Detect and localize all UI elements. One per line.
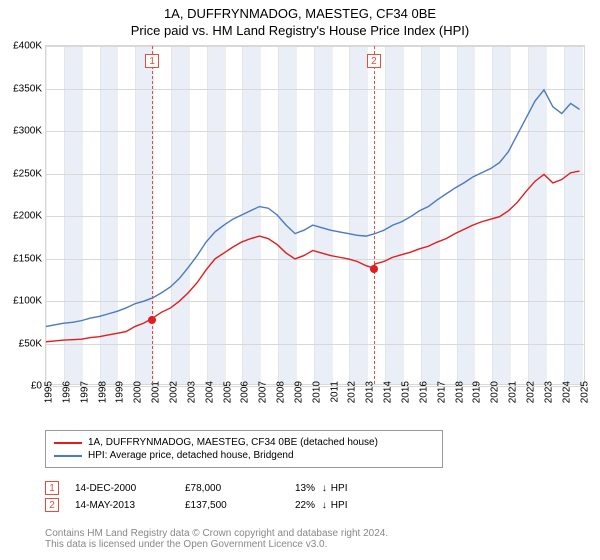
legend-row: HPI: Average price, detached house, Brid… <box>54 450 434 461</box>
y-tick-label: £250K <box>6 168 42 179</box>
x-tick-label: 2025 <box>579 381 590 403</box>
x-tick-label: 2000 <box>133 381 144 403</box>
chart-plot-area: 1995199619971998199920002001200220032004… <box>45 45 585 385</box>
x-tick-label: 2002 <box>168 381 179 403</box>
series-property <box>46 171 580 342</box>
x-tick-label: 2015 <box>401 381 412 403</box>
y-tick-label: £350K <box>6 83 42 94</box>
sale-row-date: 14-MAY-2013 <box>75 500 185 511</box>
x-tick-label: 2008 <box>276 381 287 403</box>
legend-row: 1A, DUFFRYNMADOG, MAESTEG, CF34 0BE (det… <box>54 437 434 448</box>
x-tick-label: 2023 <box>543 381 554 403</box>
sale-point <box>370 265 378 273</box>
legend-box: 1A, DUFFRYNMADOG, MAESTEG, CF34 0BE (det… <box>45 430 443 468</box>
title-address: 1A, DUFFRYNMADOG, MAESTEG, CF34 0BE <box>0 6 600 21</box>
sale-row: 114-DEC-2000£78,00013% ↓HPI <box>45 481 405 495</box>
sale-row-badge: 2 <box>45 498 59 512</box>
title-block: 1A, DUFFRYNMADOG, MAESTEG, CF34 0BE Pric… <box>0 0 600 38</box>
y-tick-label: £400K <box>6 41 42 52</box>
sale-marker-badge: 2 <box>367 54 381 68</box>
y-tick-label: £150K <box>6 253 42 264</box>
down-arrow-icon: ↓ <box>322 500 327 511</box>
x-tick-label: 1998 <box>97 381 108 403</box>
sale-point <box>148 316 156 324</box>
x-tick-label: 2013 <box>365 381 376 403</box>
x-tick-label: 1997 <box>79 381 90 403</box>
sale-row-hpi-label: HPI <box>331 500 348 511</box>
x-tick-label: 2021 <box>508 381 519 403</box>
x-tick-label: 2017 <box>436 381 447 403</box>
x-tick-label: 2011 <box>329 381 340 403</box>
x-tick-label: 2019 <box>472 381 483 403</box>
x-tick-label: 2020 <box>490 381 501 403</box>
x-tick-label: 2010 <box>311 381 322 403</box>
down-arrow-icon: ↓ <box>322 483 327 494</box>
x-tick-label: 2003 <box>186 381 197 403</box>
footer-line1: Contains HM Land Registry data © Crown c… <box>45 528 388 539</box>
y-tick-label: £0 <box>6 381 42 392</box>
x-tick-label: 2001 <box>151 381 162 403</box>
sale-row-date: 14-DEC-2000 <box>75 483 185 494</box>
x-tick-label: 2007 <box>258 381 269 403</box>
legend-label: HPI: Average price, detached house, Brid… <box>88 450 294 461</box>
x-tick-label: 2009 <box>293 381 304 403</box>
x-tick-label: 2012 <box>347 381 358 403</box>
x-tick-label: 1996 <box>61 381 72 403</box>
x-tick-label: 2022 <box>525 381 536 403</box>
y-tick-label: £200K <box>6 211 42 222</box>
sale-row-price: £78,000 <box>185 483 295 494</box>
line-series-svg <box>46 46 584 384</box>
x-tick-label: 2016 <box>418 381 429 403</box>
y-tick-label: £300K <box>6 126 42 137</box>
y-tick-label: £100K <box>6 296 42 307</box>
x-tick-label: 1995 <box>44 381 55 403</box>
legend-swatch <box>54 442 82 444</box>
legend-swatch <box>54 455 82 457</box>
footer-line2: This data is licensed under the Open Gov… <box>45 539 388 550</box>
sale-row-hpi-label: HPI <box>331 483 348 494</box>
sale-marker-line <box>374 46 375 384</box>
series-hpi <box>46 90 580 327</box>
sale-row: 214-MAY-2013£137,50022% ↓HPI <box>45 498 405 512</box>
x-tick-label: 2018 <box>454 381 465 403</box>
x-tick-label: 2004 <box>204 381 215 403</box>
x-tick-label: 1999 <box>115 381 126 403</box>
chart-card: 1A, DUFFRYNMADOG, MAESTEG, CF34 0BE Pric… <box>0 0 600 560</box>
footer-attribution: Contains HM Land Registry data © Crown c… <box>45 528 388 550</box>
sale-row-price: £137,500 <box>185 500 295 511</box>
y-gridline <box>46 386 584 387</box>
x-tick-label: 2024 <box>561 381 572 403</box>
legend-label: 1A, DUFFRYNMADOG, MAESTEG, CF34 0BE (det… <box>88 437 378 448</box>
x-tick-label: 2006 <box>240 381 251 403</box>
sale-row-badge: 1 <box>45 481 59 495</box>
sale-marker-line <box>152 46 153 384</box>
sale-marker-badge: 1 <box>145 54 159 68</box>
sales-table: 114-DEC-2000£78,00013% ↓HPI214-MAY-2013£… <box>45 478 405 515</box>
x-tick-label: 2005 <box>222 381 233 403</box>
y-tick-label: £50K <box>6 338 42 349</box>
sale-row-vs-hpi: 13% ↓HPI <box>295 483 405 494</box>
x-tick-label: 2014 <box>383 381 394 403</box>
sale-row-vs-hpi: 22% ↓HPI <box>295 500 405 511</box>
title-subtitle: Price paid vs. HM Land Registry's House … <box>0 23 600 38</box>
